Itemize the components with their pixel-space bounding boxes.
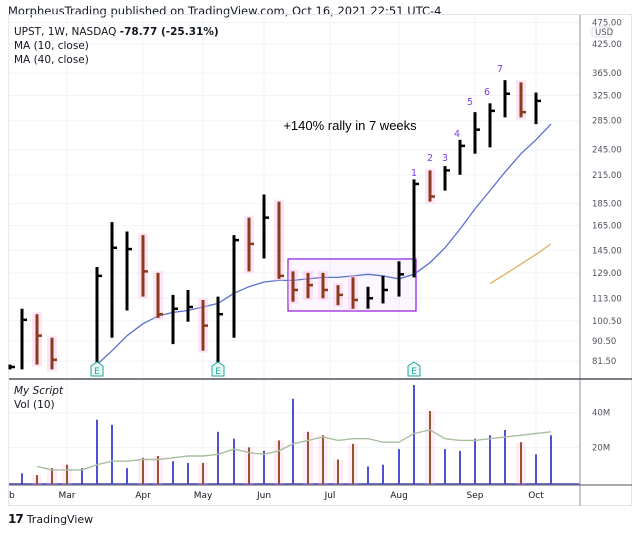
svg-text:E: E <box>215 367 221 377</box>
legend-symbol[interactable]: UPST, 1W, NASDAQ -78.77 (-25.31%) <box>14 26 219 38</box>
svg-text:5: 5 <box>467 97 473 108</box>
svg-text:+140% rally in 7 weeks: +140% rally in 7 weeks <box>283 118 417 133</box>
chart-annotations: +140% rally in 7 weeks 12 3 4 56 7 <box>283 64 503 179</box>
svg-text:Jun: Jun <box>256 491 271 501</box>
svg-text:245.00: 245.00 <box>592 146 622 156</box>
svg-text:1: 1 <box>411 168 417 179</box>
svg-text:475.00: 475.00 <box>592 19 622 29</box>
svg-text:Aug: Aug <box>390 491 408 501</box>
svg-text:7: 7 <box>497 64 503 75</box>
svg-text:40M: 40M <box>592 409 610 419</box>
svg-text:USD: USD <box>595 28 614 38</box>
svg-text:90.50: 90.50 <box>592 337 616 347</box>
svg-text:b: b <box>9 491 15 501</box>
svg-text:81.50: 81.50 <box>592 357 616 367</box>
svg-text:425.00: 425.00 <box>592 40 622 50</box>
svg-text:285.00: 285.00 <box>592 117 622 127</box>
price-bars <box>8 80 541 372</box>
svg-text:20M: 20M <box>592 443 610 453</box>
svg-text:185.00: 185.00 <box>592 200 622 210</box>
svg-text:365.00: 365.00 <box>592 69 622 79</box>
svg-text:165.00: 165.00 <box>592 222 622 232</box>
legend-change: -78.77 (-25.31%) <box>119 26 219 38</box>
legend-ma10[interactable]: MA (10, close) <box>14 40 89 52</box>
svg-text:Oct: Oct <box>528 491 544 501</box>
svg-text:Apr: Apr <box>135 491 151 501</box>
svg-text:May: May <box>194 491 213 501</box>
svg-text:145.00: 145.00 <box>592 246 622 256</box>
svg-text:6: 6 <box>484 87 490 98</box>
tradingview-logo-icon: 17 <box>8 512 24 526</box>
svg-text:E: E <box>411 367 417 377</box>
svg-text:E: E <box>94 367 100 377</box>
svg-text:100.50: 100.50 <box>592 317 622 327</box>
legend-volume[interactable]: Vol (10) <box>14 399 55 411</box>
svg-text:Sep: Sep <box>467 491 484 501</box>
svg-text:3: 3 <box>442 153 448 164</box>
grid-lines <box>8 15 580 485</box>
svg-text:325.00: 325.00 <box>592 91 622 101</box>
footer-brand[interactable]: 17 TradingView <box>8 512 93 526</box>
legend-volume-script[interactable]: My Script <box>14 385 64 397</box>
svg-text:129.00: 129.00 <box>592 269 622 279</box>
legend-ma40[interactable]: MA (40, close) <box>14 54 89 66</box>
moving-average-lines <box>96 123 552 366</box>
volume-pane <box>9 385 580 485</box>
svg-text:Jul: Jul <box>324 491 336 501</box>
svg-text:Mar: Mar <box>59 491 76 501</box>
chart-axes[interactable]: 475.00 425.00 365.00 325.00 285.00 245.00 215.… <box>9 15 632 506</box>
legend-symbol-text: UPST, 1W, NASDAQ <box>14 26 117 38</box>
svg-text:113.00: 113.00 <box>592 294 622 304</box>
svg-text:4: 4 <box>454 129 460 140</box>
svg-text:2: 2 <box>427 153 433 164</box>
footer-brand-text: TradingView <box>26 512 94 526</box>
svg-text:215.00: 215.00 <box>592 171 622 181</box>
